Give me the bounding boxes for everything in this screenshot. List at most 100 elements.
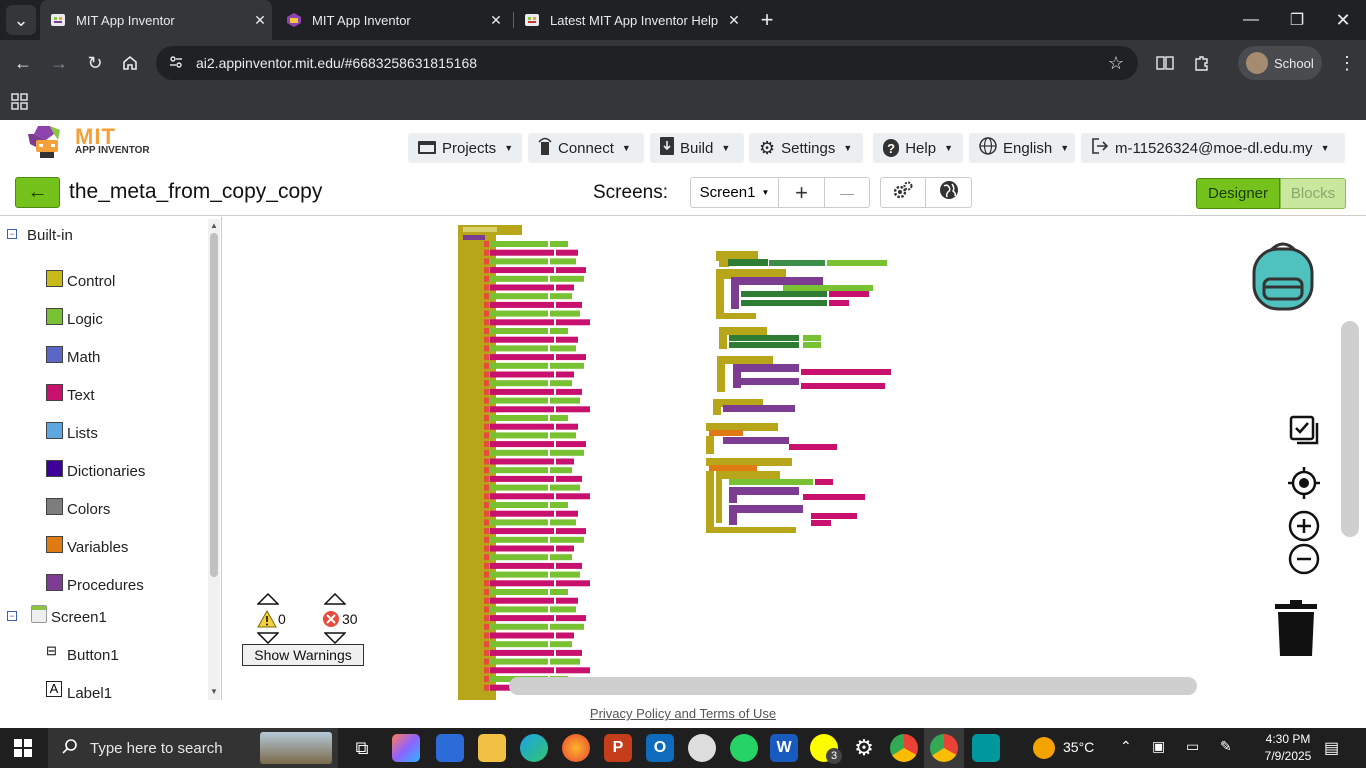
block-segment[interactable]: [550, 519, 576, 526]
block-segment[interactable]: [484, 658, 489, 665]
block-segment[interactable]: [490, 458, 554, 465]
block-segment[interactable]: [550, 467, 572, 474]
block-segment[interactable]: [484, 475, 489, 482]
block-segment[interactable]: [484, 571, 489, 578]
block-segment[interactable]: [471, 484, 483, 491]
palette-item-lists[interactable]: Lists: [46, 419, 98, 442]
restore-icon[interactable]: ❐: [1289, 12, 1305, 29]
block-segment[interactable]: [471, 597, 483, 604]
build-menu[interactable]: Build ▼: [650, 133, 744, 163]
block-segment[interactable]: [471, 406, 483, 413]
block-segment[interactable]: [550, 345, 576, 352]
event-block-after-picking[interactable]: [716, 269, 873, 319]
block-segment[interactable]: [471, 667, 483, 674]
horizontal-scrollbar[interactable]: [509, 677, 1197, 695]
taskbar-search-box[interactable]: Type here to search: [48, 728, 338, 768]
blocks-button[interactable]: Blocks: [1280, 178, 1346, 209]
block-segment[interactable]: [550, 641, 572, 648]
event-block-clock-timer[interactable]: [719, 327, 821, 349]
block-segment[interactable]: [471, 293, 483, 300]
block-segment[interactable]: [471, 449, 483, 456]
block-segment[interactable]: [550, 484, 580, 491]
block-segment[interactable]: [484, 249, 489, 256]
help-menu[interactable]: ? Help ▼: [873, 133, 963, 163]
block-segment[interactable]: [556, 649, 582, 656]
block-segment[interactable]: [484, 519, 489, 526]
block-segment[interactable]: [484, 345, 489, 352]
block-segment[interactable]: [550, 449, 584, 456]
block-segment[interactable]: [550, 589, 568, 595]
block-segment[interactable]: [550, 328, 568, 334]
warnings-up-arrow-icon[interactable]: [256, 592, 280, 610]
block-segment[interactable]: [490, 267, 554, 274]
block-segment[interactable]: [471, 510, 483, 517]
block-segment[interactable]: [471, 589, 483, 595]
block-segment[interactable]: [471, 606, 483, 613]
block-segment[interactable]: [471, 397, 483, 404]
block-segment[interactable]: [556, 284, 574, 291]
block-segment[interactable]: [550, 606, 576, 613]
notifications-icon[interactable]: ▤: [1324, 740, 1340, 757]
firefox-icon[interactable]: [562, 734, 590, 762]
back-to-projects-button[interactable]: ←: [15, 177, 60, 208]
browser-tab-1[interactable]: MIT App Inventor ✕: [40, 0, 272, 40]
block-segment[interactable]: [484, 484, 489, 491]
block-segment[interactable]: [490, 354, 554, 361]
block-segment[interactable]: [484, 449, 489, 456]
block-segment[interactable]: [471, 354, 483, 361]
block-segment[interactable]: [556, 336, 578, 343]
temperature[interactable]: 35°C: [1063, 739, 1095, 755]
block-segment[interactable]: [490, 249, 554, 256]
tab-search-button[interactable]: ⌄: [6, 5, 36, 35]
block-segment[interactable]: [490, 580, 554, 587]
block-segment[interactable]: [490, 423, 554, 430]
block-segment[interactable]: [490, 510, 554, 517]
event-block-button-click[interactable]: [713, 399, 795, 415]
block-segment[interactable]: [484, 328, 489, 334]
block-segment[interactable]: [490, 362, 548, 369]
blocks-canvas[interactable]: [223, 217, 1366, 700]
block-segment[interactable]: [550, 536, 584, 543]
block-segment[interactable]: [484, 667, 489, 674]
scroll-up-icon[interactable]: ▲: [210, 221, 218, 230]
block-segment[interactable]: [556, 354, 586, 361]
tray-chevron-icon[interactable]: ⌃: [1120, 738, 1132, 754]
screen1-label[interactable]: Screen1: [51, 609, 107, 626]
block-segment[interactable]: [484, 589, 489, 595]
block-segment[interactable]: [550, 293, 572, 300]
block-segment[interactable]: [484, 510, 489, 517]
block-segment[interactable]: [490, 632, 554, 639]
settings-gear-icon[interactable]: ⚙: [854, 735, 874, 760]
block-segment[interactable]: [556, 493, 590, 500]
extensions-icon[interactable]: [1187, 48, 1217, 78]
block-segment[interactable]: [484, 562, 489, 569]
word-icon[interactable]: W: [770, 734, 798, 762]
browser-tab-2[interactable]: MIT App Inventor ✕: [276, 0, 508, 40]
window-close-icon[interactable]: ✕: [1335, 9, 1351, 30]
palette-item-colors[interactable]: Colors: [46, 495, 110, 518]
block-segment[interactable]: [484, 275, 489, 282]
palette-item-procedures[interactable]: Procedures: [46, 571, 144, 594]
network-icon[interactable]: ▣: [1152, 738, 1166, 754]
block-segment[interactable]: [471, 249, 483, 256]
block-segment[interactable]: [471, 623, 483, 630]
block-segment[interactable]: [556, 562, 582, 569]
block-segment[interactable]: [490, 493, 554, 500]
block-segment[interactable]: [556, 475, 582, 482]
block-segment[interactable]: [556, 388, 582, 395]
block-segment[interactable]: [556, 510, 578, 517]
block-segment[interactable]: [471, 284, 483, 291]
new-tab-icon[interactable]: +: [760, 7, 774, 32]
block-segment[interactable]: [556, 528, 586, 535]
clock-date[interactable]: 7/9/2025: [1264, 749, 1312, 763]
block-segment[interactable]: [490, 571, 548, 578]
block-segment[interactable]: [490, 562, 554, 569]
clock-app-icon[interactable]: [688, 734, 716, 762]
block-segment[interactable]: [484, 623, 489, 630]
event-block-got-translation[interactable]: [706, 423, 837, 454]
block-segment[interactable]: [471, 545, 483, 552]
powerpoint-icon[interactable]: P: [604, 734, 632, 762]
block-segment[interactable]: [484, 371, 489, 378]
block-segment[interactable]: [490, 310, 548, 317]
block-segment[interactable]: [471, 641, 483, 648]
